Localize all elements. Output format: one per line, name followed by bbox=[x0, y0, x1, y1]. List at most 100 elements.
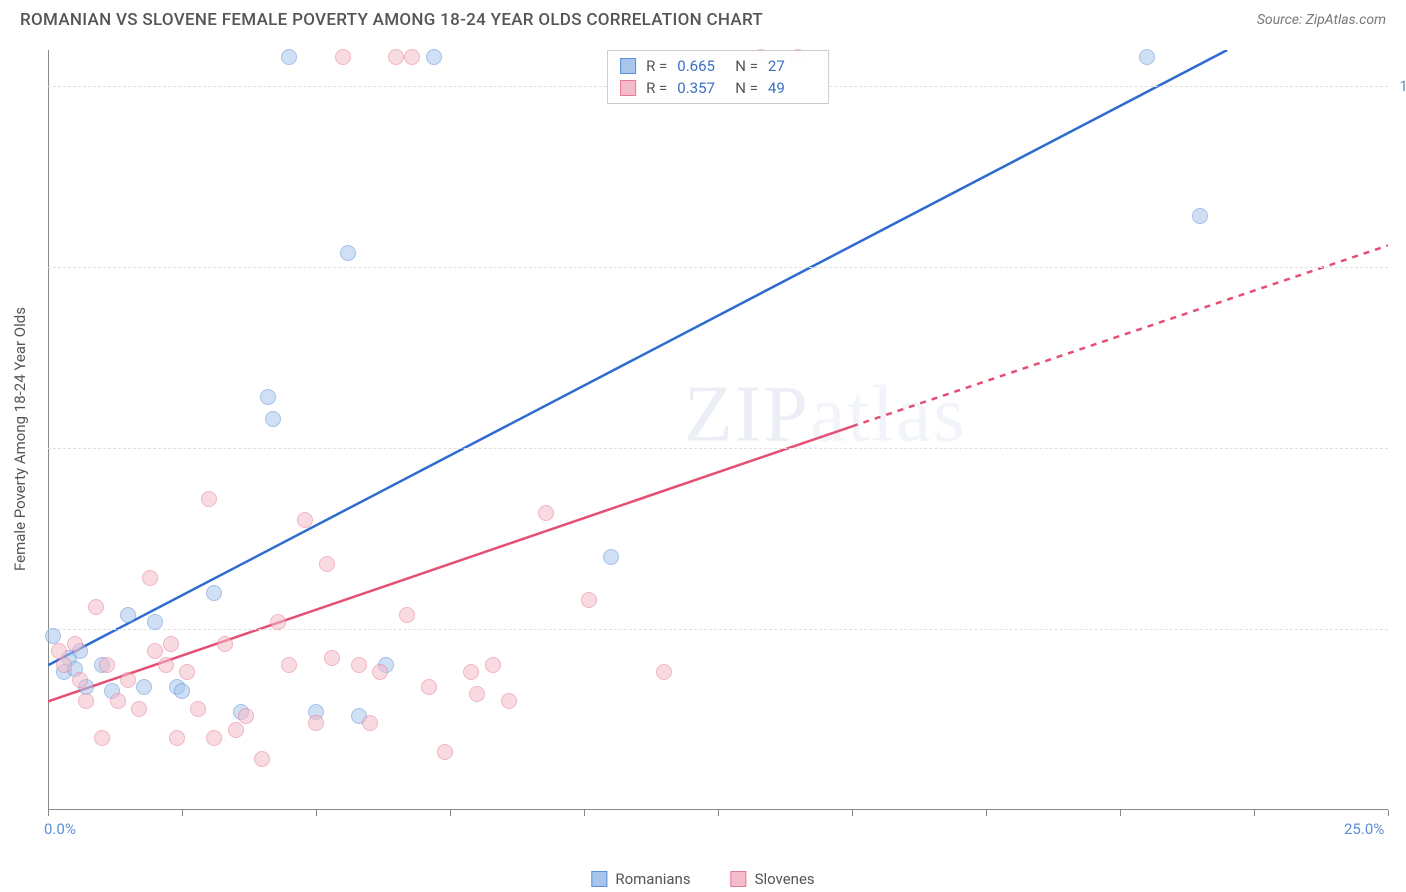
n-value-romanians: 27 bbox=[768, 57, 816, 75]
x-tick bbox=[48, 810, 49, 816]
x-tick-label: 25.0% bbox=[1344, 820, 1384, 838]
data-point bbox=[485, 657, 501, 673]
source-attribution: Source: ZipAtlas.com bbox=[1257, 12, 1386, 28]
x-tick bbox=[718, 810, 719, 816]
data-point bbox=[120, 607, 136, 623]
x-tick bbox=[1254, 810, 1255, 816]
r-value-slovenes: 0.357 bbox=[677, 79, 725, 97]
y-axis-line bbox=[48, 50, 49, 810]
x-tick bbox=[986, 810, 987, 816]
data-point bbox=[147, 643, 163, 659]
data-point bbox=[142, 570, 158, 586]
r-value-romanians: 0.665 bbox=[677, 57, 725, 75]
data-point bbox=[538, 505, 554, 521]
data-point bbox=[158, 657, 174, 673]
data-point bbox=[281, 657, 297, 673]
grid-line bbox=[48, 267, 1388, 268]
data-point bbox=[388, 49, 404, 65]
data-point bbox=[308, 715, 324, 731]
legend-label-slovenes: Slovenes bbox=[755, 870, 815, 888]
data-point bbox=[147, 614, 163, 630]
data-point bbox=[1192, 208, 1208, 224]
x-tick bbox=[316, 810, 317, 816]
data-point bbox=[260, 389, 276, 405]
data-point bbox=[297, 512, 313, 528]
data-point bbox=[254, 751, 270, 767]
data-point bbox=[169, 730, 185, 746]
data-point bbox=[324, 650, 340, 666]
data-point bbox=[228, 722, 244, 738]
legend-item-slovenes: Slovenes bbox=[731, 870, 815, 888]
data-point bbox=[88, 599, 104, 615]
data-point bbox=[110, 693, 126, 709]
data-point bbox=[238, 708, 254, 724]
data-point bbox=[335, 49, 351, 65]
x-tick bbox=[1120, 810, 1121, 816]
stats-legend-box: R = 0.665 N = 27 R = 0.357 N = 49 bbox=[607, 50, 829, 104]
bottom-legend: Romanians Slovenes bbox=[591, 870, 814, 888]
data-point bbox=[201, 491, 217, 507]
data-point bbox=[437, 744, 453, 760]
data-point bbox=[603, 549, 619, 565]
data-point bbox=[99, 657, 115, 673]
x-tick bbox=[852, 810, 853, 816]
r-label: R = bbox=[646, 79, 667, 97]
swatch-slovenes-icon bbox=[731, 871, 747, 887]
plot-area: 25.0%50.0%75.0%100.0%0.0%25.0% bbox=[48, 50, 1388, 810]
data-point bbox=[179, 664, 195, 680]
x-tick bbox=[182, 810, 183, 816]
chart-container: Female Poverty Among 18-24 Year Olds 25.… bbox=[48, 50, 1388, 810]
data-point bbox=[426, 49, 442, 65]
data-point bbox=[190, 701, 206, 717]
data-point bbox=[72, 672, 88, 688]
r-label: R = bbox=[646, 57, 667, 75]
legend-item-romanians: Romanians bbox=[591, 870, 690, 888]
data-point bbox=[265, 411, 281, 427]
data-point bbox=[206, 585, 222, 601]
chart-title: ROMANIAN VS SLOVENE FEMALE POVERTY AMONG… bbox=[20, 10, 763, 30]
data-point bbox=[78, 693, 94, 709]
stats-row-romanians: R = 0.665 N = 27 bbox=[620, 55, 816, 77]
data-point bbox=[319, 556, 335, 572]
trend-lines-svg bbox=[48, 50, 1388, 810]
data-point bbox=[131, 701, 147, 717]
swatch-romanians-icon bbox=[591, 871, 607, 887]
data-point bbox=[656, 664, 672, 680]
swatch-romanians-icon bbox=[620, 58, 636, 74]
y-tick-label: 100.0% bbox=[1399, 77, 1406, 95]
x-tick bbox=[1388, 810, 1389, 816]
x-tick-label: 0.0% bbox=[44, 820, 76, 838]
x-tick bbox=[584, 810, 585, 816]
data-point bbox=[281, 49, 297, 65]
data-point bbox=[136, 679, 152, 695]
data-point bbox=[399, 607, 415, 623]
data-point bbox=[351, 657, 367, 673]
data-point bbox=[67, 636, 83, 652]
data-point bbox=[340, 245, 356, 261]
n-label: N = bbox=[735, 57, 758, 75]
data-point bbox=[94, 730, 110, 746]
data-point bbox=[501, 693, 517, 709]
n-value-slovenes: 49 bbox=[768, 79, 816, 97]
data-point bbox=[404, 49, 420, 65]
data-point bbox=[217, 636, 233, 652]
data-point bbox=[56, 657, 72, 673]
data-point bbox=[421, 679, 437, 695]
n-label: N = bbox=[735, 79, 758, 97]
y-axis-label: Female Poverty Among 18-24 Year Olds bbox=[11, 307, 29, 571]
swatch-slovenes-icon bbox=[620, 80, 636, 96]
grid-line bbox=[48, 629, 1388, 630]
x-tick bbox=[450, 810, 451, 816]
grid-line bbox=[48, 448, 1388, 449]
data-point bbox=[206, 730, 222, 746]
data-point bbox=[372, 664, 388, 680]
stats-row-slovenes: R = 0.357 N = 49 bbox=[620, 77, 816, 99]
data-point bbox=[163, 636, 179, 652]
legend-label-romanians: Romanians bbox=[615, 870, 690, 888]
data-point bbox=[1139, 49, 1155, 65]
data-point bbox=[362, 715, 378, 731]
data-point bbox=[174, 683, 190, 699]
data-point bbox=[270, 614, 286, 630]
data-point bbox=[581, 592, 597, 608]
data-point bbox=[120, 672, 136, 688]
